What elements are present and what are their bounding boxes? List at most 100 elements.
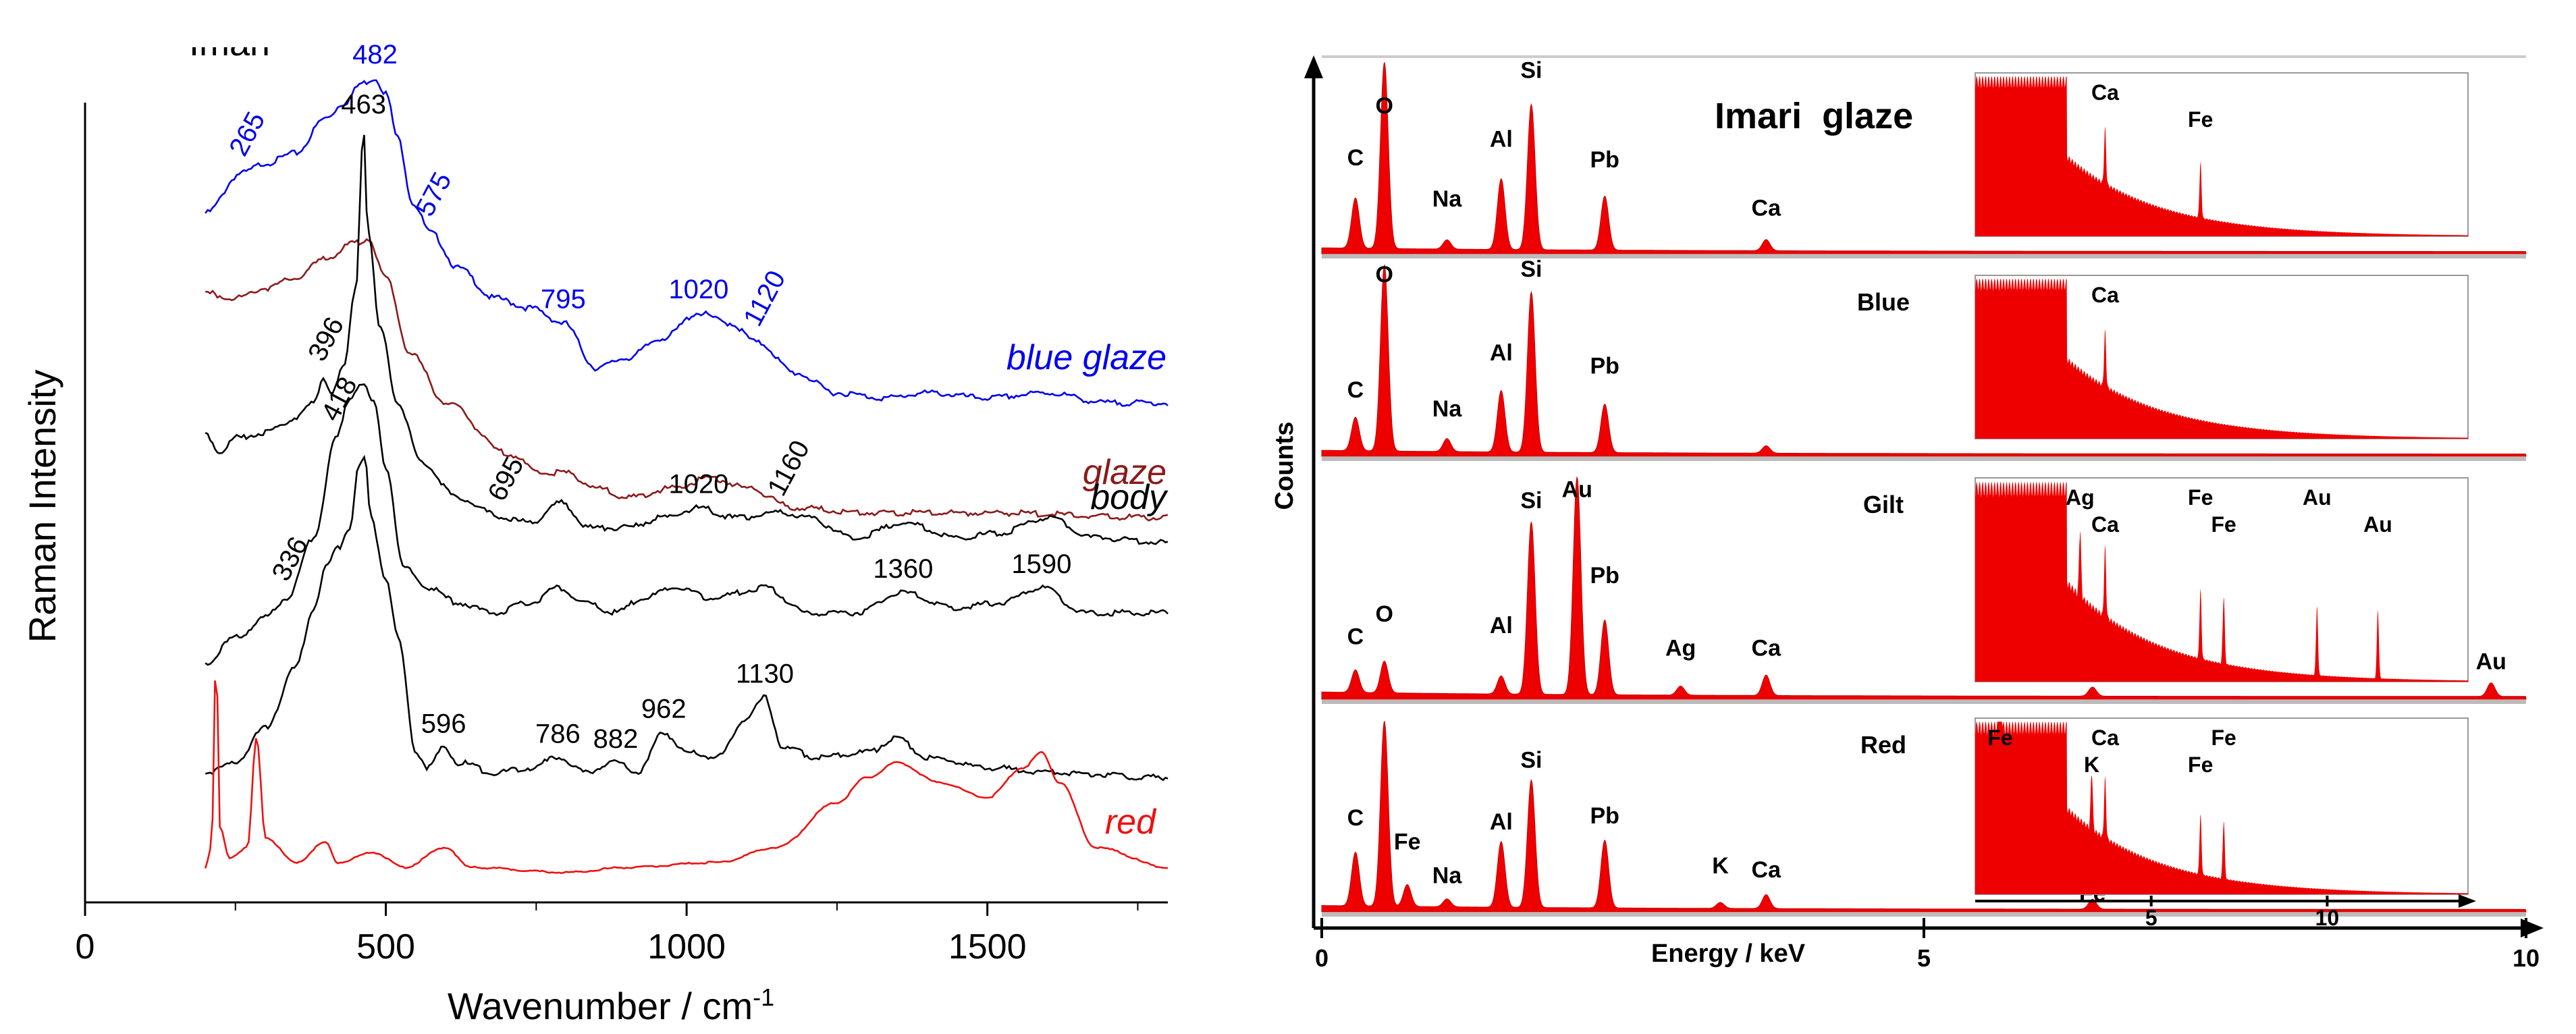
eds-element-label-o: O — [1376, 262, 1393, 288]
peak-label-482: 482 — [352, 40, 398, 70]
eds-title: Imari glaze — [1715, 96, 1913, 136]
eds-inset-label-ag: Ag — [2066, 485, 2095, 510]
raman-title-fragment: Imari — [189, 23, 270, 63]
series-line-glaze — [205, 238, 1169, 522]
eds-element-label-si: Si — [1520, 488, 1542, 514]
eds-element-label-si: Si — [1520, 256, 1542, 282]
eds-panel-name-gilt: Gilt — [1863, 491, 1904, 518]
raman-xlabel-main: Wavenumber / cm — [448, 985, 753, 1027]
eds-panel-name-blue: Blue — [1857, 288, 1910, 316]
peak-label-882: 882 — [593, 724, 639, 754]
eds-ylabel: Counts — [1270, 422, 1299, 510]
eds-x-ticks: 0 5 10 — [1315, 918, 2540, 972]
eds-x-tick-label-5: 5 — [1917, 944, 1931, 972]
eds-element-label-na: Na — [1432, 863, 1463, 889]
raman-xlabel: Wavenumber / cm-1 — [448, 983, 774, 1028]
eds-inset-label-fe: Fe — [1987, 726, 2012, 750]
eds-inset-label-ca: Ca — [2091, 726, 2119, 750]
eds-spectrum-imari-glaze — [1321, 61, 2527, 254]
series-line-trace-4 — [205, 454, 1169, 782]
eds-element-label-si: Si — [1520, 748, 1542, 773]
series-line-body — [205, 134, 1169, 545]
peak-label-1130: 1130 — [736, 659, 794, 689]
eds-element-label-k: K — [1712, 853, 1729, 879]
eds-element-label-al: Al — [1490, 809, 1513, 835]
eds-inset-label-ca: Ca — [2091, 512, 2119, 537]
series-name-glaze: glaze — [1083, 453, 1166, 492]
peak-label-1360: 1360 — [873, 554, 933, 584]
series-line-blue-glaze — [205, 79, 1169, 407]
raman-series-group — [204, 79, 1169, 875]
eds-inset-label-fe: Fe — [2188, 107, 2213, 132]
eds-element-label-o: O — [1376, 601, 1393, 627]
eds-spectrum-red — [1321, 720, 2527, 913]
eds-element-label-ag: Ag — [1665, 636, 1696, 661]
eds-element-label-si: Si — [1520, 57, 1542, 83]
peak-label-962: 962 — [641, 694, 687, 724]
eds-inset-label-au: Au — [2303, 485, 2332, 510]
eds-element-label-pb: Pb — [1590, 147, 1619, 173]
peak-label-1020: 1020 — [668, 469, 728, 499]
eds-inset-label-au: Au — [2363, 512, 2392, 537]
eds-element-label-al: Al — [1490, 340, 1513, 366]
eds-inset-label-ca: Ca — [2091, 283, 2119, 307]
eds-element-label-al: Al — [1490, 126, 1513, 152]
eds-element-label-ca: Ca — [1752, 196, 1782, 221]
eds-element-label-au: Au — [2476, 649, 2506, 675]
eds-element-label-fe: Fe — [1394, 829, 1421, 855]
eds-inset-label-fe: Fe — [2211, 512, 2236, 537]
eds-panel-name-red: Red — [1860, 731, 1906, 759]
x-tick-label-1500: 1500 — [948, 927, 1027, 967]
peak-label-1020: 1020 — [668, 275, 728, 304]
raman-x-ticks: 0 500 1000 1500 — [76, 902, 1139, 967]
x-tick-label-0: 0 — [76, 927, 95, 967]
eds-element-label-o: O — [1376, 93, 1393, 119]
x-tick-label-1000: 1000 — [647, 927, 726, 967]
eds-inset-spectrum — [1975, 278, 2468, 439]
eds-spectrum-blue — [1321, 264, 2527, 457]
eds-element-label-c: C — [1347, 145, 1364, 171]
eds-element-label-c: C — [1347, 624, 1364, 650]
eds-element-label-c: C — [1347, 805, 1364, 831]
eds-inset-label-fe: Fe — [2211, 726, 2236, 750]
raman-xlabel-sup: -1 — [753, 983, 774, 1011]
eds-element-label-pb: Pb — [1590, 353, 1619, 379]
raman-ylabel: Raman Intensity — [21, 370, 63, 643]
eds-element-label-pb: Pb — [1590, 563, 1619, 589]
eds-x-tick-label-0: 0 — [1315, 944, 1329, 972]
eds-element-label-c: C — [1347, 377, 1364, 403]
series-name-blue-glaze: blue glaze — [1007, 338, 1166, 377]
eds-inset-tick-label-5: 5 — [2145, 906, 2157, 930]
series-name-red: red — [1105, 802, 1157, 842]
peak-label-463: 463 — [341, 90, 386, 119]
eds-element-label-ca: Ca — [1752, 857, 1782, 883]
series-line-trace-3 — [205, 383, 1169, 666]
eds-inset-label-fe: Fe — [2188, 485, 2213, 510]
eds-inset-spectrum — [1975, 722, 2468, 894]
eds-element-label-pb: Pb — [1590, 803, 1619, 829]
series-name-body: body — [1090, 478, 1169, 517]
eds-y-arrow — [1304, 55, 1323, 78]
eds-element-label-na: Na — [1432, 186, 1463, 212]
eds-xlabel: Energy / keV — [1651, 940, 1806, 968]
peak-label-786: 786 — [535, 719, 581, 749]
peak-label-1590: 1590 — [1011, 549, 1071, 579]
series-line-red — [204, 680, 1169, 875]
eds-element-label-na: Na — [1432, 396, 1463, 422]
eds-inset-spectrum — [1975, 482, 2468, 682]
eds-element-label-al: Al — [1490, 613, 1513, 638]
peak-label-795: 795 — [541, 285, 586, 315]
eds-inset-label-fe: Fe — [2188, 753, 2213, 777]
eds-x-tick-label-10: 10 — [2513, 944, 2540, 972]
eds-inset-label-k: K — [2084, 753, 2099, 777]
x-tick-label-500: 500 — [356, 927, 415, 967]
eds-element-label-ca: Ca — [1752, 636, 1782, 661]
eds-inset-tick-label-10: 10 — [2315, 906, 2340, 930]
peak-label-596: 596 — [421, 709, 466, 739]
eds-inset-x-arrow — [2459, 894, 2476, 908]
eds-element-label-au: Au — [1562, 477, 1592, 502]
eds-spectrum-gilt — [1321, 476, 2527, 700]
